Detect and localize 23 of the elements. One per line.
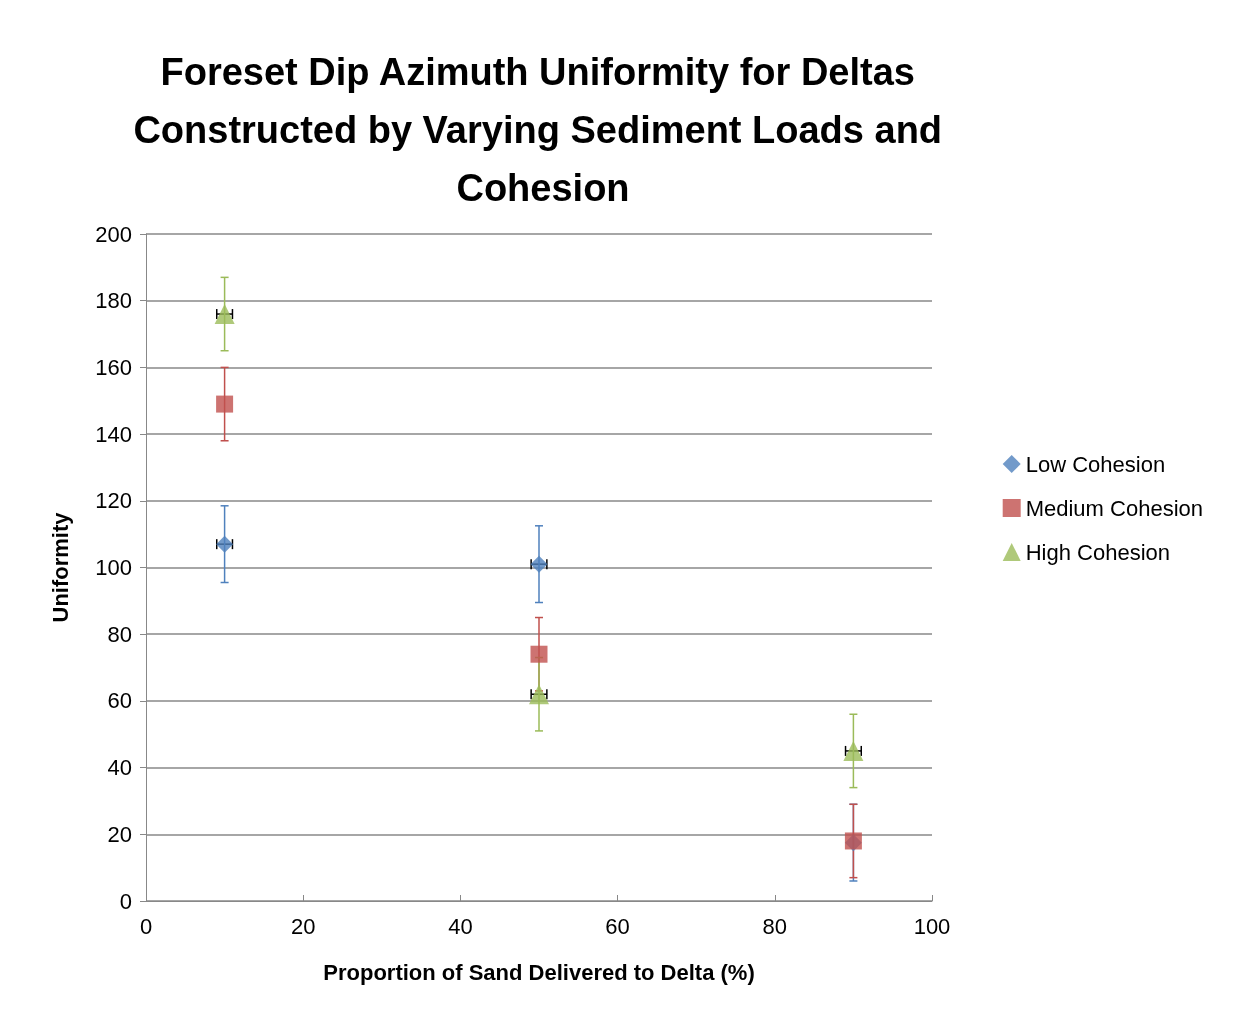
x-tick-label: 40 [448,913,473,939]
y-tick-label: 80 [107,621,132,647]
legend-label: Low Cohesion [1025,451,1166,477]
chart-title: Foreset Dip Azimuth Uniformity for Deltas Constructed by Varying Sediment Loads and Cohesion [133,51,953,209]
y-tick-label: 160 [95,354,132,380]
y-tick-label: 120 [95,488,132,514]
x-tick-label: 60 [605,913,630,939]
x-tick-label: 0 [139,913,153,939]
x-axis-title: Proportion of Sand Delivered to Delta (%) [323,959,755,985]
legend-label: Medium Cohesion [1025,495,1203,521]
legend-label: High Cohesion [1025,539,1170,565]
x-tick-label: 100 [913,913,951,939]
y-tick-label: 0 [119,888,132,914]
y-tick-label: 200 [95,221,132,247]
x-tick-label: 20 [290,913,316,939]
y-axis-title: Uniformity [47,511,73,623]
y-tick-label: 100 [95,555,132,580]
y-tick-label: 40 [107,755,132,781]
y-tick-label: 140 [95,421,132,447]
y-tick-label: 20 [107,821,132,847]
y-tick-label: 180 [95,288,132,314]
x-tick-label: 80 [762,913,788,939]
y-tick-label: 60 [107,688,132,714]
